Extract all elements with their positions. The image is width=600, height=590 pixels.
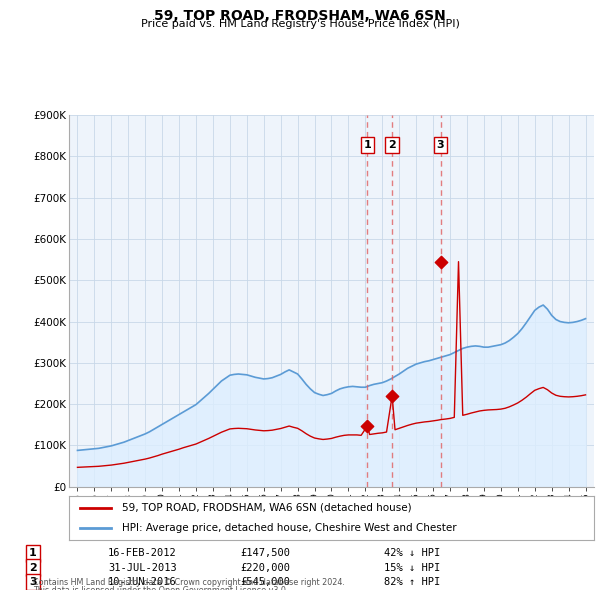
Text: 1: 1 bbox=[364, 140, 371, 150]
Text: 15% ↓ HPI: 15% ↓ HPI bbox=[384, 563, 440, 572]
Text: Price paid vs. HM Land Registry's House Price Index (HPI): Price paid vs. HM Land Registry's House … bbox=[140, 19, 460, 30]
Text: 42% ↓ HPI: 42% ↓ HPI bbox=[384, 549, 440, 558]
Point bbox=[362, 421, 372, 431]
Text: £220,000: £220,000 bbox=[240, 563, 290, 572]
Text: HPI: Average price, detached house, Cheshire West and Chester: HPI: Average price, detached house, Ches… bbox=[121, 523, 456, 533]
Text: Contains HM Land Registry data © Crown copyright and database right 2024.: Contains HM Land Registry data © Crown c… bbox=[33, 578, 345, 587]
Point bbox=[436, 257, 445, 267]
Text: 3: 3 bbox=[29, 577, 37, 586]
Text: 59, TOP ROAD, FRODSHAM, WA6 6SN (detached house): 59, TOP ROAD, FRODSHAM, WA6 6SN (detache… bbox=[121, 503, 411, 513]
Text: 10-JUN-2016: 10-JUN-2016 bbox=[108, 577, 177, 586]
Text: £545,000: £545,000 bbox=[240, 577, 290, 586]
Text: 1: 1 bbox=[29, 549, 37, 558]
Text: 59, TOP ROAD, FRODSHAM, WA6 6SN: 59, TOP ROAD, FRODSHAM, WA6 6SN bbox=[154, 9, 446, 23]
Text: 3: 3 bbox=[437, 140, 445, 150]
Text: 2: 2 bbox=[29, 563, 37, 572]
Text: £147,500: £147,500 bbox=[240, 549, 290, 558]
Point bbox=[388, 391, 397, 401]
Text: 82% ↑ HPI: 82% ↑ HPI bbox=[384, 577, 440, 586]
Text: This data is licensed under the Open Government Licence v3.0.: This data is licensed under the Open Gov… bbox=[33, 586, 289, 590]
Text: 2: 2 bbox=[388, 140, 396, 150]
Text: 16-FEB-2012: 16-FEB-2012 bbox=[108, 549, 177, 558]
Text: 31-JUL-2013: 31-JUL-2013 bbox=[108, 563, 177, 572]
